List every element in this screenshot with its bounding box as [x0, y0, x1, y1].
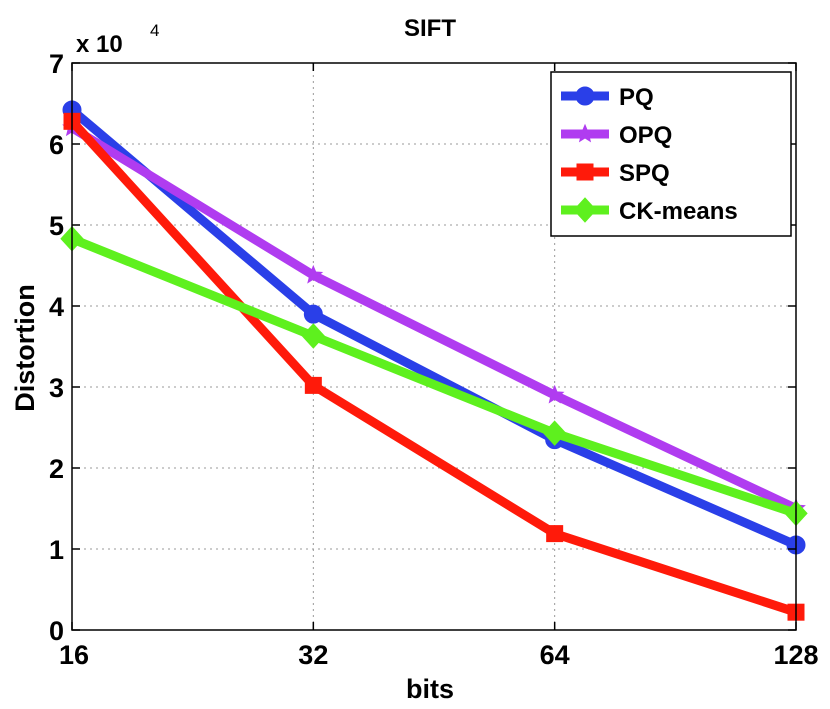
series-line — [67, 234, 801, 518]
x-tick-label: 128 — [773, 640, 818, 670]
y-tick-label: 7 — [49, 49, 64, 79]
axes — [71, 62, 797, 631]
plot-frame — [71, 62, 797, 631]
legend-item: CK-means — [561, 197, 738, 225]
legend-marker — [573, 197, 597, 223]
legend-label: PQ — [619, 84, 654, 111]
y-tick-label: 4 — [49, 292, 64, 322]
y-tick-label: 2 — [49, 454, 64, 484]
y-tick-label: 3 — [49, 373, 64, 403]
legend-marker — [576, 163, 594, 181]
legend: PQ OPQ SPQ CK-means — [550, 71, 792, 237]
legend-label: SPQ — [619, 160, 670, 187]
y-tick-label: 0 — [49, 616, 64, 646]
y-tick-label: 1 — [49, 535, 64, 565]
legend-label: OPQ — [619, 122, 672, 149]
data-point — [303, 304, 323, 324]
y-multiplier-exponent: 4 — [150, 21, 159, 40]
x-axis-label: bits — [406, 674, 454, 704]
data-point — [304, 376, 322, 394]
series-line — [67, 116, 801, 617]
y-tick-label: 6 — [49, 130, 64, 160]
y-tick-label: 5 — [49, 211, 64, 241]
legend-item: PQ — [561, 84, 654, 111]
y-multiplier: x 10 4 — [76, 21, 159, 58]
data-point — [542, 420, 567, 446]
series-line — [67, 105, 801, 550]
series-line — [67, 123, 801, 513]
data-point — [546, 525, 564, 543]
series-spq — [63, 112, 805, 621]
legend-marker — [575, 86, 595, 106]
chart-title: SIFT — [404, 15, 456, 42]
legend-item: SPQ — [561, 160, 670, 187]
data-point — [301, 323, 326, 349]
tick-labels: 0 1 2 3 4 5 6 7 16 32 64 128 — [49, 49, 819, 670]
legend-marker — [575, 123, 595, 143]
x-tick-label: 32 — [298, 640, 328, 670]
y-multiplier-prefix: x 10 — [76, 31, 123, 58]
data-point — [544, 384, 565, 404]
y-axis-label: Distortion — [10, 284, 40, 412]
legend-item: OPQ — [561, 122, 672, 149]
legend-label: CK-means — [619, 198, 738, 225]
x-tick-label: 64 — [540, 640, 570, 670]
data-point — [303, 264, 324, 284]
x-tick-label: 16 — [59, 640, 89, 670]
